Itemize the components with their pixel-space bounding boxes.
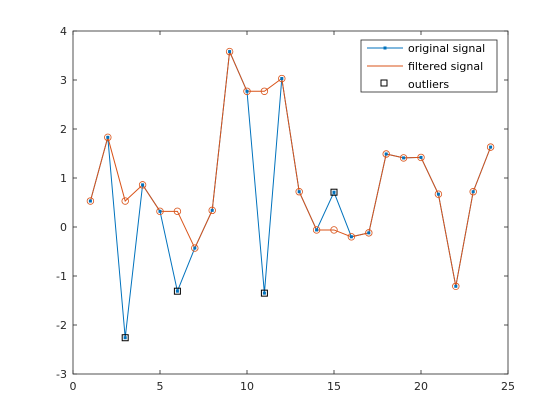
data-point-filtered-signal <box>191 244 199 252</box>
data-point-original-signal <box>332 190 336 194</box>
data-point-original-signal <box>88 199 92 203</box>
data-point-original-signal <box>175 289 179 293</box>
data-point-original-signal <box>158 209 162 213</box>
data-point-original-signal <box>489 145 493 149</box>
data-point-original-signal <box>471 190 475 194</box>
data-point-original-signal <box>419 155 423 159</box>
data-point-original-signal <box>141 183 145 187</box>
y-tick-label: 1 <box>60 172 67 185</box>
data-point-outlier <box>121 334 129 342</box>
series-line-filtered-signal <box>89 49 492 287</box>
data-point-original-signal <box>402 156 406 160</box>
axes-box <box>72 30 509 375</box>
y-tick-label: 4 <box>60 25 67 38</box>
data-point-filtered-signal <box>417 153 425 162</box>
data-point-original-signal <box>297 190 301 194</box>
legend: original signal filtered signal outliers <box>360 39 498 93</box>
data-point-filtered-signal <box>312 226 321 234</box>
data-point-filtered-signal <box>121 197 129 205</box>
data-point-filtered-signal <box>399 154 408 162</box>
data-point-filtered-signal <box>434 190 443 198</box>
data-point-original-signal <box>193 246 197 250</box>
data-point-filtered-signal <box>208 206 216 215</box>
x-tick-label: 25 <box>501 380 515 393</box>
data-point-original-signal <box>367 231 371 235</box>
data-point-filtered-signal <box>104 133 112 142</box>
data-point-filtered-signal <box>347 233 356 241</box>
data-point-filtered-signal <box>225 47 234 56</box>
data-point-filtered-signal <box>295 188 303 196</box>
data-point-filtered-signal <box>365 229 373 237</box>
data-point-original-signal <box>280 77 284 81</box>
y-tick-label: 3 <box>60 74 67 87</box>
series-layer <box>86 47 495 342</box>
data-point-outlier <box>330 188 338 196</box>
legend-entry-outliers: outliers <box>380 78 449 91</box>
data-point-original-signal <box>228 50 232 54</box>
data-point-outlier <box>173 287 181 295</box>
y-tick-label: 2 <box>60 123 67 136</box>
legend-label-filtered-signal: filtered signal <box>408 60 483 73</box>
data-point-original-signal <box>384 152 388 156</box>
data-point-filtered-signal <box>452 282 460 290</box>
axes-layer: 0 5 10 15 20 25 -3 -2 -1 0 1 2 3 4 <box>56 25 515 393</box>
data-point-filtered-signal <box>173 207 182 216</box>
legend-label-outliers: outliers <box>408 78 449 91</box>
data-point-filtered-signal <box>278 74 286 83</box>
data-point-filtered-signal <box>243 87 251 95</box>
data-point-original-signal <box>106 135 110 139</box>
x-tick-label: 20 <box>414 380 428 393</box>
y-tick-label: -2 <box>56 319 67 332</box>
legend-entry-filtered-signal: filtered signal <box>367 60 483 73</box>
y-tick-label: -1 <box>56 270 67 283</box>
data-point-outlier <box>260 289 268 297</box>
data-point-original-signal <box>210 208 214 212</box>
y-tick-label: 0 <box>60 221 67 234</box>
legend-label-original-signal: original signal <box>408 42 485 55</box>
data-point-original-signal <box>315 228 319 232</box>
x-tick-label: 15 <box>327 380 341 393</box>
data-point-original-signal <box>123 336 127 340</box>
data-point-filtered-signal <box>382 150 390 158</box>
legend-square-marker-icon <box>380 79 388 87</box>
data-point-filtered-signal <box>260 87 269 95</box>
data-point-original-signal <box>245 89 249 93</box>
x-tick-label: 0 <box>70 380 77 393</box>
data-point-filtered-signal <box>469 188 477 196</box>
data-point-filtered-signal <box>86 197 95 205</box>
data-point-filtered-signal <box>138 181 147 189</box>
data-point-original-signal <box>436 192 440 196</box>
data-point-original-signal <box>349 235 353 239</box>
x-tick-label: 5 <box>157 380 164 393</box>
x-tick-label: 10 <box>240 380 254 393</box>
legend-point-marker-icon <box>383 46 387 50</box>
data-point-original-signal <box>262 291 266 295</box>
data-point-filtered-signal <box>486 143 495 151</box>
data-point-filtered-signal <box>330 226 338 234</box>
y-tick-label: -3 <box>56 368 67 381</box>
data-point-filtered-signal <box>156 207 164 216</box>
legend-entry-original-signal: original signal <box>367 42 485 55</box>
data-point-original-signal <box>454 284 458 288</box>
